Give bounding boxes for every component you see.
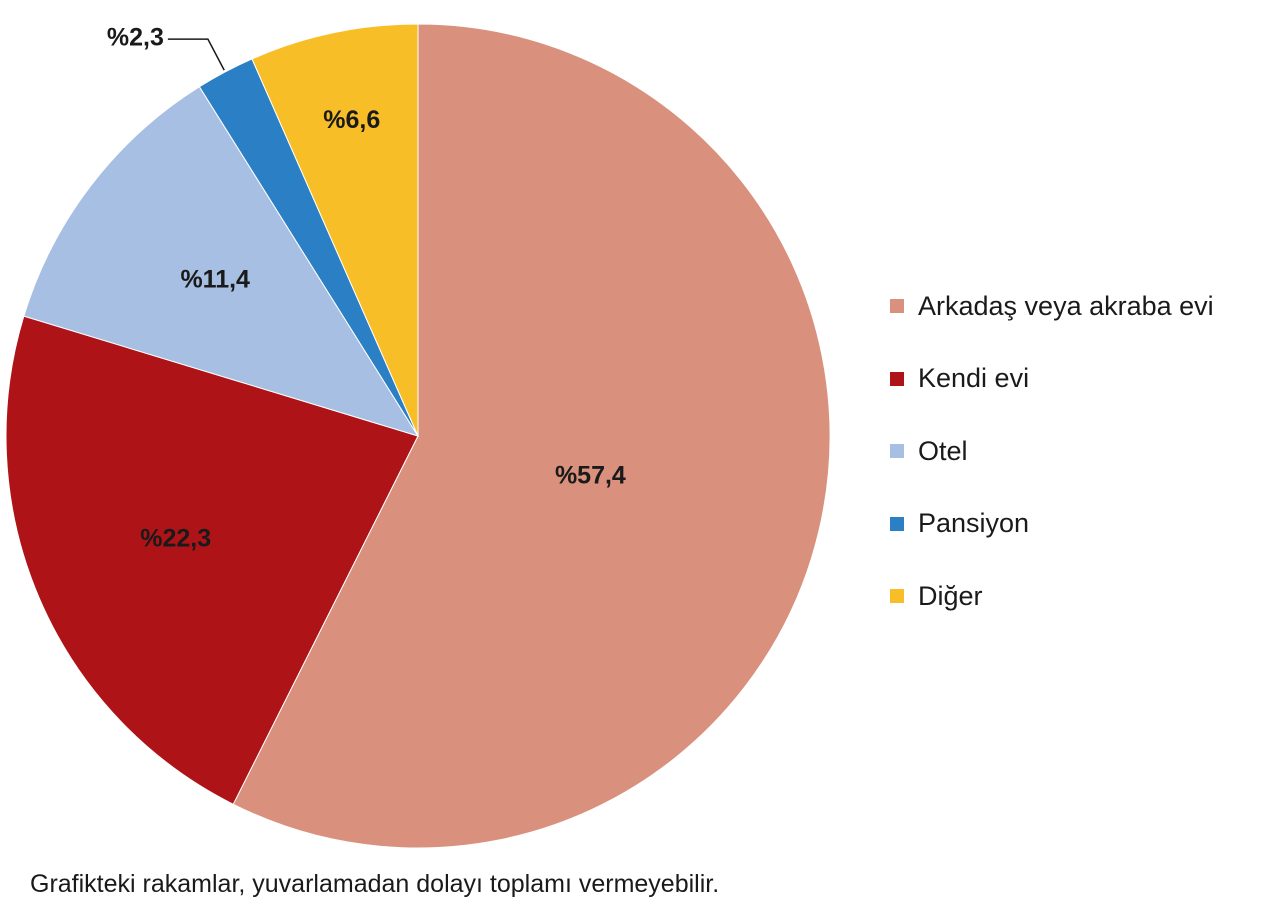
legend-swatch: [890, 516, 904, 531]
slice-label-otel: %11,4: [180, 265, 250, 293]
legend-label: Otel: [918, 435, 968, 466]
slice-label-pansiyon: %2,3: [107, 24, 164, 52]
slice-label-diger: %6,6: [323, 106, 380, 134]
legend-swatch: [890, 589, 904, 604]
legend: Arkadaş veya akraba evi Kendi evi Otel P…: [890, 270, 1214, 633]
legend-label: Arkadaş veya akraba evi: [918, 290, 1214, 321]
legend-item-arkadas-veya-akraba-evi: Arkadaş veya akraba evi: [890, 270, 1214, 343]
pie-slice-otel: [23, 86, 420, 437]
pie-slice-arkadas-veya-akraba-evi: [232, 23, 831, 849]
legend-item-kendi-evi: Kendi evi: [890, 343, 1214, 416]
legend-item-diger: Diğer: [890, 560, 1214, 633]
legend-swatch: [890, 371, 904, 386]
legend-swatch: [890, 444, 904, 459]
pie-slice-kendi-evi: [5, 315, 419, 805]
leader-line-pansiyon: [167, 38, 225, 71]
pie-slice-diger: [251, 23, 419, 437]
slice-label-kendi-evi: %22,3: [140, 525, 211, 553]
legend-swatch: [890, 299, 904, 314]
legend-item-otel: Otel: [890, 415, 1214, 488]
legend-item-pansiyon: Pansiyon: [890, 488, 1214, 561]
pie-slices: [5, 23, 831, 849]
slice-label-arkadas-veya-akraba-evi: %57,4: [555, 461, 626, 489]
legend-label: Kendi evi: [918, 363, 1030, 394]
legend-label: Diğer: [918, 580, 983, 611]
footnote: Grafikteki rakamlar, yuvarlamadan dolayı…: [30, 870, 720, 898]
slice-labels: %57,4 %22,3 %11,4 %2,3 %6,6: [107, 24, 626, 553]
leader-lines: [167, 38, 225, 71]
legend-label: Pansiyon: [918, 508, 1030, 539]
